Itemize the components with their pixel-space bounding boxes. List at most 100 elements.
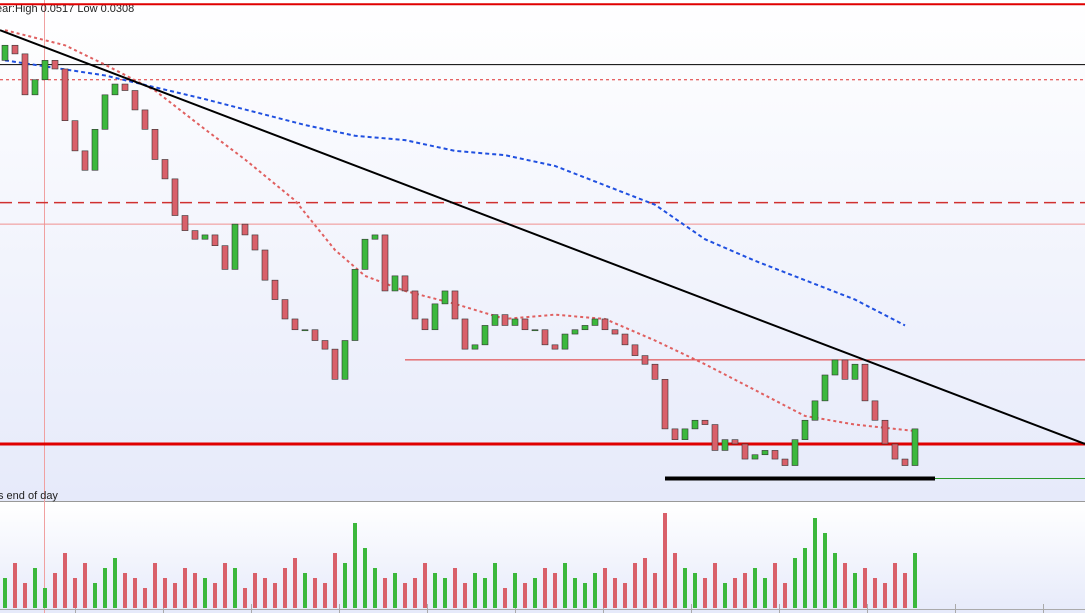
- volume-bar: [233, 568, 237, 608]
- candle: [101, 94, 109, 130]
- volume-bar: [883, 583, 887, 608]
- volume-bar: [633, 563, 637, 608]
- candle: [761, 450, 769, 456]
- candle: [511, 318, 519, 326]
- volume-bar: [803, 548, 807, 608]
- candle: [471, 344, 479, 350]
- volume-bar: [513, 573, 517, 608]
- volume-bar: [283, 568, 287, 608]
- volume-bar: [593, 573, 597, 608]
- volume-bar: [213, 583, 217, 608]
- volume-bar: [123, 573, 127, 608]
- volume-bar: [563, 563, 567, 608]
- candle: [381, 234, 389, 292]
- volume-bar: [293, 558, 297, 608]
- candle: [591, 318, 599, 326]
- volume-bar: [43, 588, 47, 608]
- volume-bar: [63, 553, 67, 608]
- volume-bar: [83, 563, 87, 608]
- candle: [141, 109, 149, 130]
- candle: [871, 400, 879, 421]
- volume-bar: [273, 583, 277, 608]
- header-text: ear:High 0.0517 Low 0.0308: [0, 3, 134, 15]
- volume-bar: [703, 578, 707, 608]
- candle: [501, 314, 509, 326]
- volume-panel: [0, 503, 1085, 613]
- candle: [841, 359, 849, 380]
- volume-bar: [403, 583, 407, 608]
- volume-bar: [533, 578, 537, 608]
- candle: [111, 83, 119, 96]
- candle: [901, 458, 909, 466]
- volume-bar: [163, 578, 167, 608]
- volume-bar: [573, 578, 577, 608]
- price-panel: [0, 0, 1085, 501]
- candle: [521, 318, 529, 331]
- candle: [711, 424, 719, 451]
- candle: [781, 458, 789, 466]
- volume-bar: [353, 523, 357, 608]
- candle: [611, 329, 619, 335]
- footer-text: s end of day: [0, 490, 58, 502]
- candle: [631, 344, 639, 356]
- volume-bar: [843, 563, 847, 608]
- volume-bar: [253, 573, 257, 608]
- candle: [121, 83, 129, 91]
- volume-bar: [303, 573, 307, 608]
- candle: [31, 79, 39, 96]
- candle: [861, 363, 869, 402]
- candle: [751, 454, 759, 460]
- volume-bar: [13, 563, 17, 608]
- volume-bar: [183, 568, 187, 608]
- trendline: [0, 29, 1085, 445]
- volume-bar: [853, 573, 857, 608]
- volume-bar: [243, 588, 247, 608]
- candle: [801, 419, 809, 440]
- volume-bar: [133, 578, 137, 608]
- candle: [321, 340, 329, 350]
- candle: [231, 223, 239, 270]
- candle: [81, 150, 89, 171]
- time-axis: [0, 604, 1085, 613]
- candle: [301, 329, 309, 332]
- candle: [851, 363, 859, 380]
- candle: [651, 363, 659, 380]
- candle: [531, 329, 539, 332]
- volume-bar: [833, 553, 837, 608]
- volume-bar: [523, 583, 527, 608]
- volume-bar: [143, 588, 147, 608]
- candle: [811, 400, 819, 421]
- volume-bar: [3, 578, 7, 608]
- candle: [541, 329, 549, 346]
- volume-bar: [783, 583, 787, 608]
- volume-bar: [823, 533, 827, 608]
- volume-bar: [493, 563, 497, 608]
- volume-bar: [193, 573, 197, 608]
- candle: [371, 234, 379, 240]
- candle: [331, 348, 339, 380]
- volume-bar: [643, 558, 647, 608]
- volume-bar: [623, 583, 627, 608]
- volume-bar: [903, 573, 907, 608]
- volume-bar: [793, 558, 797, 608]
- volume-bar: [343, 563, 347, 608]
- volume-bar: [323, 583, 327, 608]
- candle: [461, 318, 469, 350]
- candle: [551, 344, 559, 350]
- volume-bar: [553, 573, 557, 608]
- candle: [181, 215, 189, 231]
- volume-bar: [763, 578, 767, 608]
- candle: [281, 299, 289, 320]
- candle: [11, 44, 19, 55]
- volume-bar: [733, 578, 737, 608]
- candle: [161, 159, 169, 180]
- volume-bar: [713, 563, 717, 608]
- candle: [171, 178, 179, 216]
- volume-bar: [363, 548, 367, 608]
- volume-bar: [73, 578, 77, 608]
- volume-bar: [603, 568, 607, 608]
- candle: [671, 428, 679, 440]
- candle: [411, 290, 419, 320]
- volume-bar: [683, 568, 687, 608]
- candle: [1, 44, 9, 61]
